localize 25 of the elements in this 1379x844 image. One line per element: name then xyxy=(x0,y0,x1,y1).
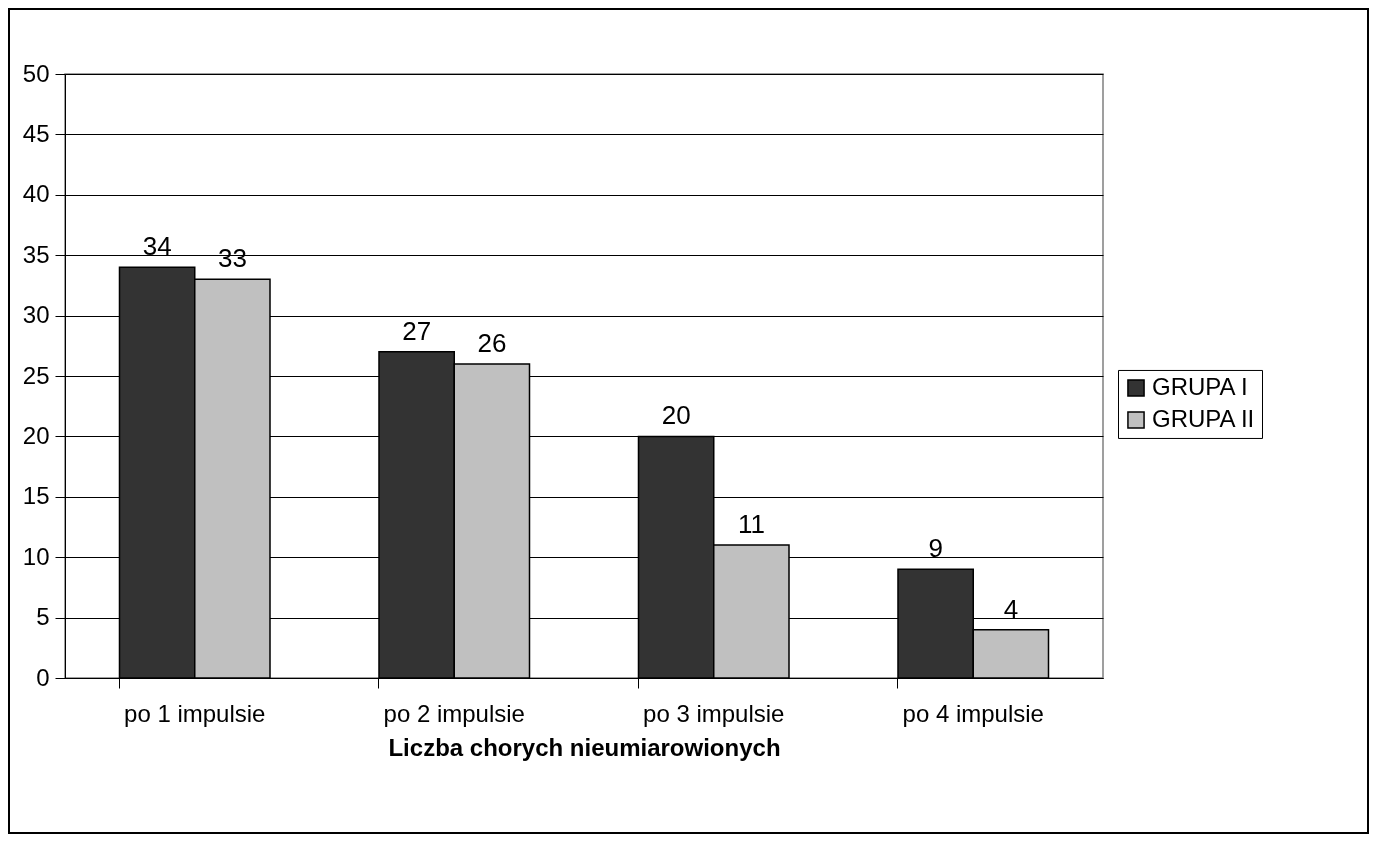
legend-label: GRUPA I xyxy=(1152,372,1248,400)
data-label: 4 xyxy=(1003,593,1019,624)
y-tick-label: 20 xyxy=(22,421,50,449)
x-tick-label: po 4 impulsie xyxy=(902,699,1044,727)
y-tick-label: 50 xyxy=(22,59,50,87)
x-tick-label: po 2 impulsie xyxy=(383,699,525,727)
x-axis-title: Liczba chorych nieumiarowionych xyxy=(388,733,781,761)
data-label: 11 xyxy=(737,509,765,540)
y-tick-label: 5 xyxy=(36,603,50,631)
data-label: 9 xyxy=(928,533,943,564)
y-tick-label: 10 xyxy=(22,542,50,570)
y-tick-label: 15 xyxy=(22,482,50,510)
legend-label: GRUPA II xyxy=(1152,404,1255,432)
y-tick-label: 45 xyxy=(22,119,50,147)
data-label: 20 xyxy=(661,400,691,431)
y-tick-label: 25 xyxy=(22,361,50,389)
x-tick-label: po 3 impulsie xyxy=(643,699,785,727)
data-label: 26 xyxy=(477,327,507,358)
data-label: 27 xyxy=(402,315,432,346)
data-label: 34 xyxy=(142,231,172,262)
y-tick-label: 30 xyxy=(22,301,50,329)
y-tick-label: 40 xyxy=(22,180,50,208)
y-tick-label: 35 xyxy=(22,240,50,268)
x-tick-label: po 1 impulsie xyxy=(124,699,266,727)
y-tick-label: 0 xyxy=(36,663,50,691)
